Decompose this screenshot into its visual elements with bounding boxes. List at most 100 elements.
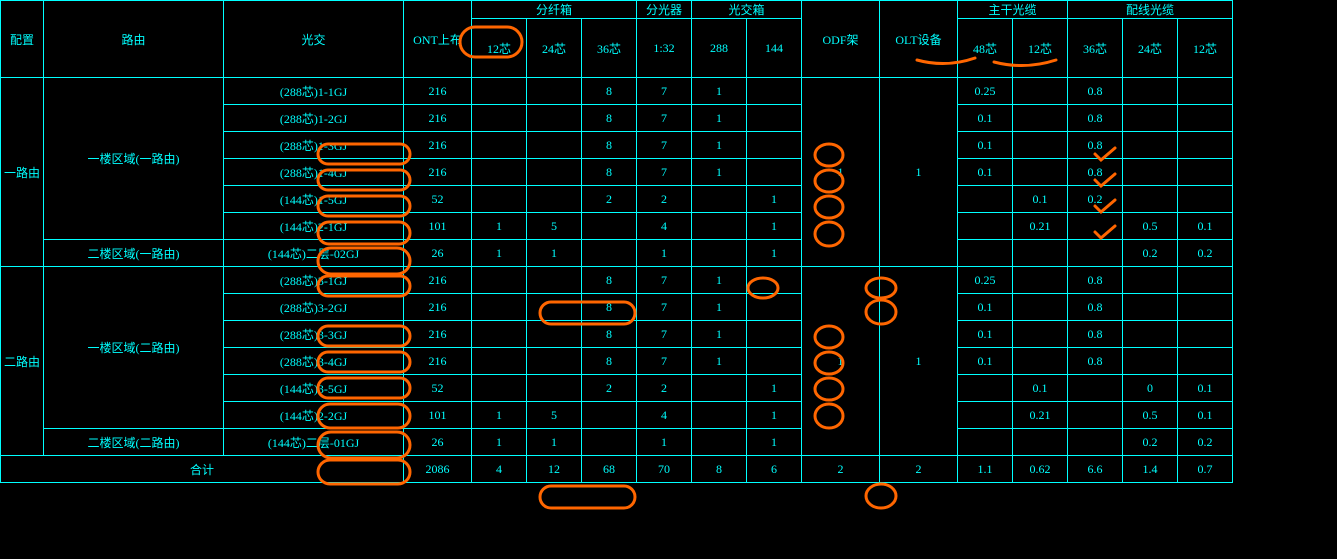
cell: 8 [582,267,637,294]
cell [1013,429,1068,456]
cell: 0.25 [958,267,1013,294]
cell [582,402,637,429]
cell: 2 [582,375,637,402]
cell: 1 [692,321,747,348]
cell [527,375,582,402]
cell: 0.8 [1068,348,1123,375]
cell [1178,78,1233,105]
cell [1178,321,1233,348]
hdr-gj: 光交 [224,1,404,78]
gj-cell: (144芯)二层-01GJ [224,429,404,456]
totals-label: 合计 [1,456,404,483]
gj-cell: (288芯)1-1GJ [224,78,404,105]
cell: 0.1 [958,294,1013,321]
cell: 0.1 [958,321,1013,348]
totals-cell: 1.4 [1123,456,1178,483]
cell [1013,348,1068,375]
cell [1068,213,1123,240]
cell [1178,132,1233,159]
cell [472,186,527,213]
cell [1013,105,1068,132]
cell: 0 [1123,375,1178,402]
cell: 8 [582,105,637,132]
cell [472,159,527,186]
cell: 0.1 [1178,375,1233,402]
ont-cell: 101 [404,213,472,240]
cell: 1 [472,213,527,240]
cell [1123,105,1178,132]
cell: 0.2 [1068,186,1123,213]
cell: 8 [582,132,637,159]
cell [1013,321,1068,348]
ont-cell: 52 [404,375,472,402]
cell: 1 [692,78,747,105]
hdr-sub: 24芯 [527,19,582,78]
gj-cell: (144芯)2-2GJ [224,402,404,429]
cell [582,429,637,456]
cell [692,429,747,456]
cell [1013,240,1068,267]
totals-cell: 6.6 [1068,456,1123,483]
odf-cell: 1 [802,267,880,456]
cell [1123,186,1178,213]
cell [958,186,1013,213]
hdr-ont: ONT上布 [404,1,472,78]
ont-cell: 216 [404,348,472,375]
cell [527,294,582,321]
cell [1178,348,1233,375]
gj-cell: (144芯)二层-02GJ [224,240,404,267]
cell: 0.8 [1068,294,1123,321]
cell [527,159,582,186]
totals-cell: 8 [692,456,747,483]
cell: 1 [747,213,802,240]
cell [692,402,747,429]
cell [527,348,582,375]
cell: 0.25 [958,78,1013,105]
cell: 0.21 [1013,213,1068,240]
hdr-sub: 12芯 [1013,19,1068,78]
cell [747,78,802,105]
cell [472,375,527,402]
cell [692,186,747,213]
cell: 0.1 [958,105,1013,132]
group-name: 一路由 [1,78,44,267]
cell [747,132,802,159]
cell [527,105,582,132]
cell: 0.8 [1068,78,1123,105]
cell: 2 [637,375,692,402]
cell: 0.1 [958,132,1013,159]
cell [1013,267,1068,294]
ont-cell: 216 [404,132,472,159]
ont-cell: 216 [404,105,472,132]
ont-cell: 216 [404,267,472,294]
cell: 0.5 [1123,402,1178,429]
cell [1123,159,1178,186]
fiber-plan-table: 配置路由光交ONT上布分纤箱分光器光交箱ODF架OLT设备主干光缆配线光缆12芯… [0,0,1233,483]
cell: 1 [747,375,802,402]
cell: 0.8 [1068,105,1123,132]
cell: 7 [637,267,692,294]
cell [1178,105,1233,132]
cell [1123,132,1178,159]
cell: 0.1 [1013,375,1068,402]
totals-cell: 2086 [404,456,472,483]
cell: 0.2 [1123,240,1178,267]
cell [1178,186,1233,213]
cell: 0.2 [1123,429,1178,456]
cell [958,240,1013,267]
group-name: 二路由 [1,267,44,456]
cell: 5 [527,402,582,429]
cell [1123,321,1178,348]
ont-cell: 216 [404,294,472,321]
cell [582,213,637,240]
hdr-sub: 144 [747,19,802,78]
cell: 7 [637,78,692,105]
cell: 0.8 [1068,267,1123,294]
cell [1123,267,1178,294]
gj-cell: (288芯)3-3GJ [224,321,404,348]
ont-cell: 216 [404,78,472,105]
cell: 1 [692,132,747,159]
gj-cell: (288芯)3-2GJ [224,294,404,321]
cell [472,105,527,132]
cell: 2 [582,186,637,213]
